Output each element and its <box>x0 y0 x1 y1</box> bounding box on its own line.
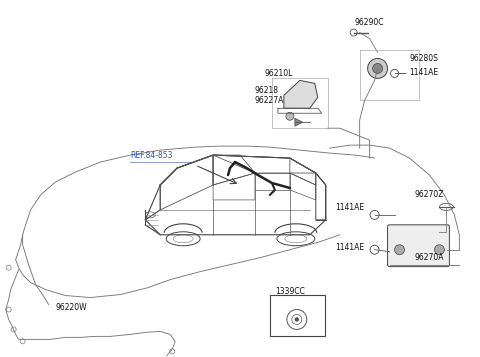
FancyBboxPatch shape <box>387 225 449 267</box>
Text: 96270A: 96270A <box>415 253 444 262</box>
Circle shape <box>391 69 398 77</box>
Text: 1141AE: 1141AE <box>335 203 364 212</box>
Text: 96220W: 96220W <box>56 303 87 312</box>
Polygon shape <box>295 118 303 126</box>
Text: 96227A: 96227A <box>255 96 284 105</box>
Text: 1141AE: 1141AE <box>409 68 439 77</box>
Bar <box>270 295 325 336</box>
Text: REF.84-853: REF.84-853 <box>130 151 173 160</box>
Text: 96290C: 96290C <box>355 18 384 27</box>
Text: 1141AE: 1141AE <box>335 243 364 252</box>
Text: 96210L: 96210L <box>265 69 293 78</box>
Circle shape <box>434 245 444 255</box>
Circle shape <box>368 59 387 79</box>
Polygon shape <box>284 80 318 108</box>
Circle shape <box>370 210 379 219</box>
Circle shape <box>395 245 405 255</box>
Text: 96218: 96218 <box>255 86 279 95</box>
Circle shape <box>370 245 379 254</box>
Text: 1339CC: 1339CC <box>275 287 305 296</box>
Text: 96280S: 96280S <box>409 54 438 63</box>
Circle shape <box>295 317 299 321</box>
Circle shape <box>372 64 383 74</box>
Text: 96270Z: 96270Z <box>415 190 444 200</box>
Circle shape <box>286 112 294 120</box>
